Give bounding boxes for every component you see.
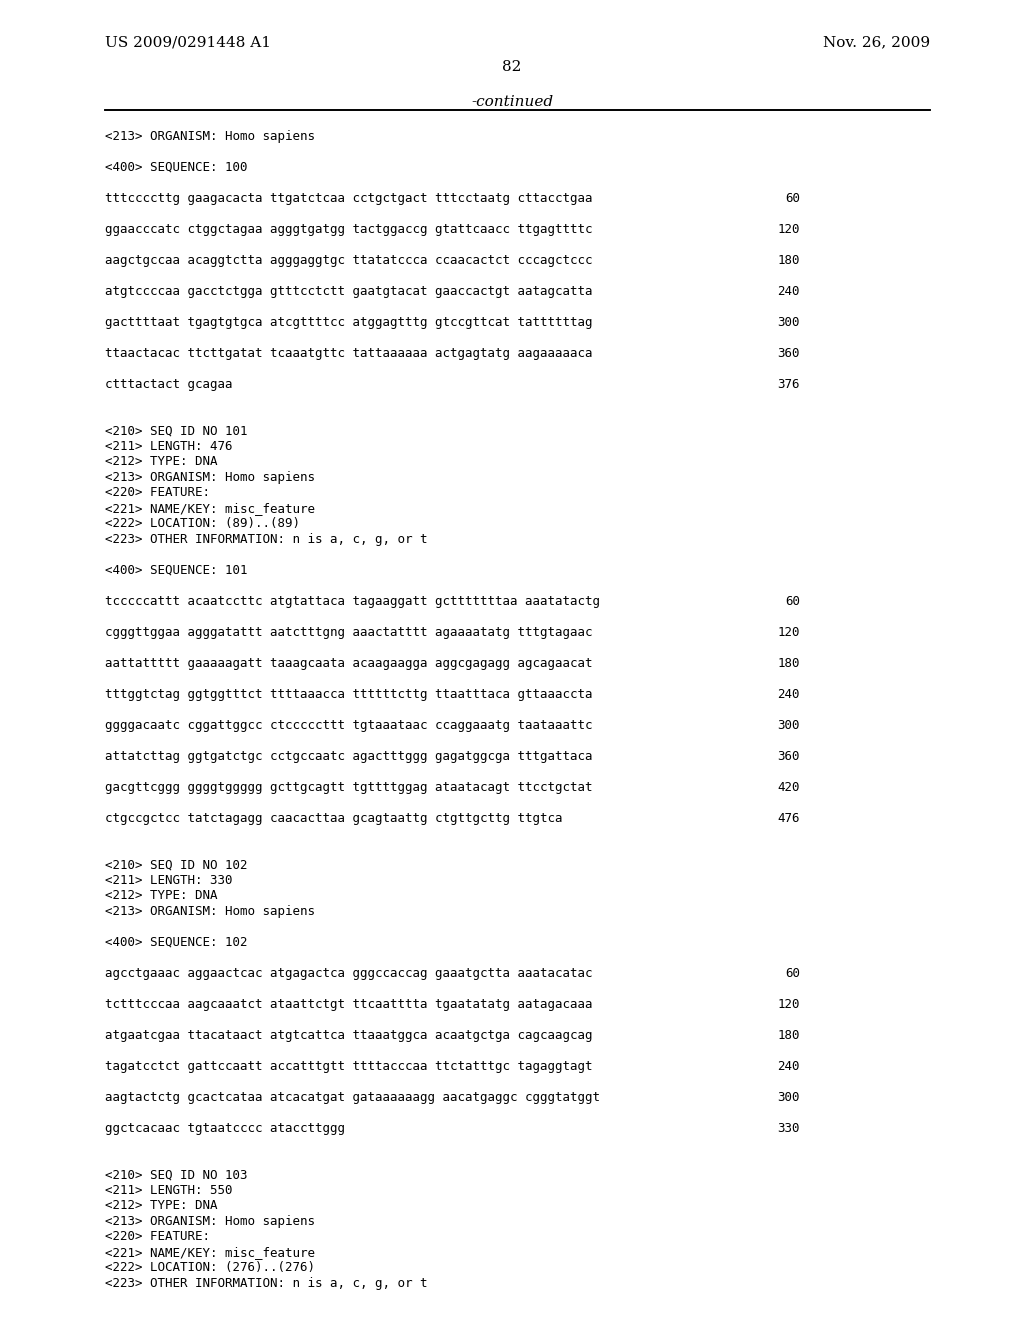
Text: <223> OTHER INFORMATION: n is a, c, g, or t: <223> OTHER INFORMATION: n is a, c, g, o…	[105, 1276, 427, 1290]
Text: tagatcctct gattccaatt accatttgtt ttttacccaa ttctatttgc tagaggtagt: tagatcctct gattccaatt accatttgtt ttttacc…	[105, 1060, 593, 1073]
Text: <221> NAME/KEY: misc_feature: <221> NAME/KEY: misc_feature	[105, 1246, 315, 1259]
Text: tctttcccaa aagcaaatct ataattctgt ttcaatttta tgaatatatg aatagacaaa: tctttcccaa aagcaaatct ataattctgt ttcaatt…	[105, 998, 593, 1011]
Text: agcctgaaac aggaactcac atgagactca gggccaccag gaaatgctta aaatacatac: agcctgaaac aggaactcac atgagactca gggccac…	[105, 968, 593, 979]
Text: <212> TYPE: DNA: <212> TYPE: DNA	[105, 1200, 217, 1213]
Text: -continued: -continued	[471, 95, 553, 110]
Text: ttaactacac ttcttgatat tcaaatgttc tattaaaaaa actgagtatg aagaaaaaca: ttaactacac ttcttgatat tcaaatgttc tattaaa…	[105, 347, 593, 360]
Text: 120: 120	[777, 223, 800, 236]
Text: tttccccttg gaagacacta ttgatctcaa cctgctgact tttcctaatg cttacctgaa: tttccccttg gaagacacta ttgatctcaa cctgctg…	[105, 191, 593, 205]
Text: ctttactact gcagaa: ctttactact gcagaa	[105, 378, 232, 391]
Text: <212> TYPE: DNA: <212> TYPE: DNA	[105, 890, 217, 903]
Text: <212> TYPE: DNA: <212> TYPE: DNA	[105, 455, 217, 469]
Text: <400> SEQUENCE: 101: <400> SEQUENCE: 101	[105, 564, 248, 577]
Text: <211> LENGTH: 476: <211> LENGTH: 476	[105, 440, 232, 453]
Text: US 2009/0291448 A1: US 2009/0291448 A1	[105, 36, 271, 49]
Text: ggctcacaac tgtaatcccc ataccttggg: ggctcacaac tgtaatcccc ataccttggg	[105, 1122, 345, 1135]
Text: <211> LENGTH: 330: <211> LENGTH: 330	[105, 874, 232, 887]
Text: gacgttcggg ggggtggggg gcttgcagtt tgttttggag ataatacagt ttcctgctat: gacgttcggg ggggtggggg gcttgcagtt tgttttg…	[105, 781, 593, 795]
Text: 180: 180	[777, 1030, 800, 1041]
Text: <220> FEATURE:: <220> FEATURE:	[105, 487, 210, 499]
Text: atgtccccaa gacctctgga gtttcctctt gaatgtacat gaaccactgt aatagcatta: atgtccccaa gacctctgga gtttcctctt gaatgta…	[105, 285, 593, 298]
Text: 180: 180	[777, 253, 800, 267]
Text: 376: 376	[777, 378, 800, 391]
Text: <213> ORGANISM: Homo sapiens: <213> ORGANISM: Homo sapiens	[105, 1214, 315, 1228]
Text: ggaacccatc ctggctagaa agggtgatgg tactggaccg gtattcaacc ttgagttttc: ggaacccatc ctggctagaa agggtgatgg tactgga…	[105, 223, 593, 236]
Text: 476: 476	[777, 812, 800, 825]
Text: 420: 420	[777, 781, 800, 795]
Text: aagctgccaa acaggtctta agggaggtgc ttatatccca ccaacactct cccagctccc: aagctgccaa acaggtctta agggaggtgc ttatatc…	[105, 253, 593, 267]
Text: 300: 300	[777, 719, 800, 733]
Text: <213> ORGANISM: Homo sapiens: <213> ORGANISM: Homo sapiens	[105, 906, 315, 917]
Text: atgaatcgaa ttacataact atgtcattca ttaaatggca acaatgctga cagcaagcag: atgaatcgaa ttacataact atgtcattca ttaaatg…	[105, 1030, 593, 1041]
Text: cgggttggaa agggatattt aatctttgng aaactatttt agaaaatatg tttgtagaac: cgggttggaa agggatattt aatctttgng aaactat…	[105, 626, 593, 639]
Text: <210> SEQ ID NO 102: <210> SEQ ID NO 102	[105, 858, 248, 871]
Text: aattattttt gaaaaagatt taaagcaata acaagaagga aggcgagagg agcagaacat: aattattttt gaaaaagatt taaagcaata acaagaa…	[105, 657, 593, 671]
Text: <213> ORGANISM: Homo sapiens: <213> ORGANISM: Homo sapiens	[105, 129, 315, 143]
Text: tttggtctag ggtggtttct ttttaaacca ttttttcttg ttaatttaca gttaaaccta: tttggtctag ggtggtttct ttttaaacca ttttttc…	[105, 688, 593, 701]
Text: <223> OTHER INFORMATION: n is a, c, g, or t: <223> OTHER INFORMATION: n is a, c, g, o…	[105, 533, 427, 546]
Text: Nov. 26, 2009: Nov. 26, 2009	[823, 36, 930, 49]
Text: 360: 360	[777, 347, 800, 360]
Text: <222> LOCATION: (276)..(276): <222> LOCATION: (276)..(276)	[105, 1262, 315, 1275]
Text: <222> LOCATION: (89)..(89): <222> LOCATION: (89)..(89)	[105, 517, 300, 531]
Text: attatcttag ggtgatctgc cctgccaatc agactttggg gagatggcga tttgattaca: attatcttag ggtgatctgc cctgccaatc agacttt…	[105, 750, 593, 763]
Text: 60: 60	[785, 595, 800, 609]
Text: <220> FEATURE:: <220> FEATURE:	[105, 1230, 210, 1243]
Text: 60: 60	[785, 968, 800, 979]
Text: 240: 240	[777, 1060, 800, 1073]
Text: 60: 60	[785, 191, 800, 205]
Text: <221> NAME/KEY: misc_feature: <221> NAME/KEY: misc_feature	[105, 502, 315, 515]
Text: 180: 180	[777, 657, 800, 671]
Text: gacttttaat tgagtgtgca atcgttttcc atggagtttg gtccgttcat tattttttag: gacttttaat tgagtgtgca atcgttttcc atggagt…	[105, 315, 593, 329]
Text: aagtactctg gcactcataa atcacatgat gataaaaaagg aacatgaggc cgggtatggt: aagtactctg gcactcataa atcacatgat gataaaa…	[105, 1092, 600, 1104]
Text: <400> SEQUENCE: 102: <400> SEQUENCE: 102	[105, 936, 248, 949]
Text: tcccccattt acaatccttc atgtattaca tagaaggatt gctttttttaa aaatatactg: tcccccattt acaatccttc atgtattaca tagaagg…	[105, 595, 600, 609]
Text: <210> SEQ ID NO 101: <210> SEQ ID NO 101	[105, 425, 248, 437]
Text: 330: 330	[777, 1122, 800, 1135]
Text: 240: 240	[777, 285, 800, 298]
Text: ctgccgctcc tatctagagg caacacttaa gcagtaattg ctgttgcttg ttgtca: ctgccgctcc tatctagagg caacacttaa gcagtaa…	[105, 812, 562, 825]
Text: ggggacaatc cggattggcc ctcccccttt tgtaaataac ccaggaaatg taataaattc: ggggacaatc cggattggcc ctcccccttt tgtaaat…	[105, 719, 593, 733]
Text: 240: 240	[777, 688, 800, 701]
Text: <210> SEQ ID NO 103: <210> SEQ ID NO 103	[105, 1168, 248, 1181]
Text: 360: 360	[777, 750, 800, 763]
Text: 120: 120	[777, 626, 800, 639]
Text: <213> ORGANISM: Homo sapiens: <213> ORGANISM: Homo sapiens	[105, 471, 315, 484]
Text: <400> SEQUENCE: 100: <400> SEQUENCE: 100	[105, 161, 248, 174]
Text: 82: 82	[503, 59, 521, 74]
Text: 300: 300	[777, 315, 800, 329]
Text: 300: 300	[777, 1092, 800, 1104]
Text: 120: 120	[777, 998, 800, 1011]
Text: <211> LENGTH: 550: <211> LENGTH: 550	[105, 1184, 232, 1197]
